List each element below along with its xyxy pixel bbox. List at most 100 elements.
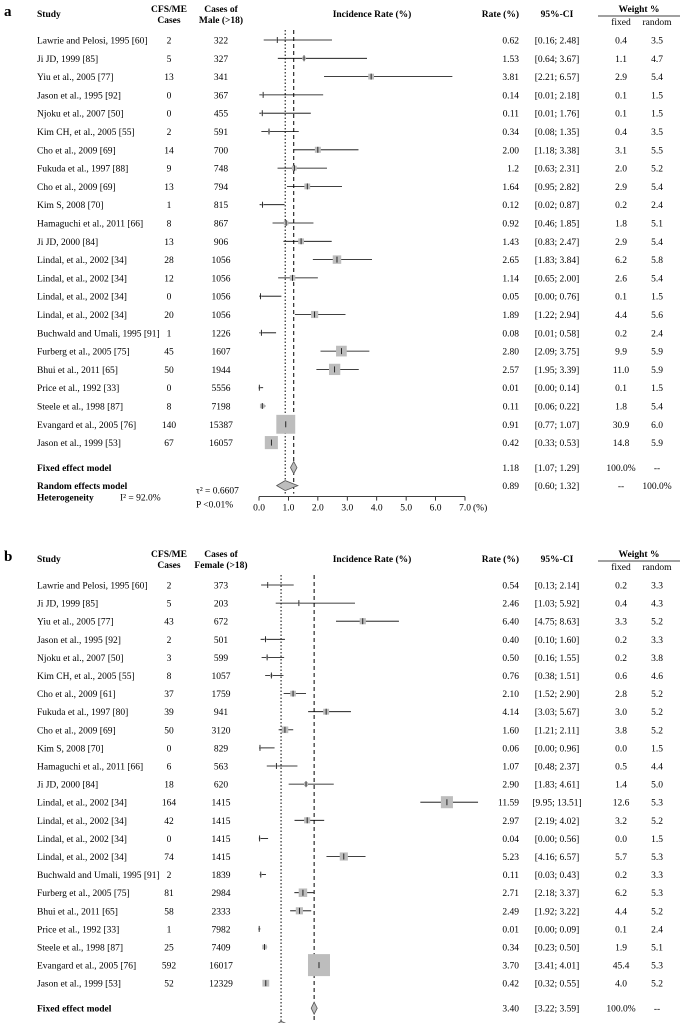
cases-value: 43 xyxy=(164,618,174,628)
cases-value: 2 xyxy=(167,37,172,47)
x-tick-label: 4.0 xyxy=(371,504,383,514)
cases-value: 18 xyxy=(164,781,174,791)
header-ci: 95%-CI xyxy=(541,555,574,565)
cases-value: 0 xyxy=(167,91,172,101)
rate-value: 0.05 xyxy=(502,293,519,303)
header-n: Cases of xyxy=(204,5,238,15)
study-name: Ji JD, 1999 [85] xyxy=(37,55,98,65)
weight-random-value: 2.4 xyxy=(651,329,663,339)
random-effects-ci: [0.60; 1.32] xyxy=(535,482,580,492)
cases-value: 37 xyxy=(164,690,174,700)
weight-fixed-value: 3.8 xyxy=(615,726,627,736)
study-name: Lindal, et al., 2002 [34] xyxy=(37,799,127,809)
rate-value: 0.76 xyxy=(502,672,519,682)
rate-value: 2.80 xyxy=(502,348,519,358)
n-value: 3120 xyxy=(212,726,231,736)
cases-value: 140 xyxy=(162,421,177,431)
study-name: Lindal, et al., 2002 [34] xyxy=(37,817,127,827)
rate-value: 2.90 xyxy=(502,781,519,791)
ci-value: [0.00; 0.14] xyxy=(535,384,580,394)
x-tick-label: 3.0 xyxy=(341,504,353,514)
cases-value: 5 xyxy=(167,55,172,65)
weight-fixed-value: 1.9 xyxy=(615,944,627,954)
rate-value: 2.57 xyxy=(502,366,519,376)
cases-value: 3 xyxy=(167,654,172,664)
rate-value: 0.01 xyxy=(502,925,519,935)
ci-value: [0.33; 0.53] xyxy=(535,439,580,449)
n-value: 501 xyxy=(214,636,229,646)
weight-fixed-value: 0.2 xyxy=(615,871,627,881)
rate-value: 1.89 xyxy=(502,311,519,321)
ci-value: [0.38; 1.51] xyxy=(535,672,580,682)
cases-value: 12 xyxy=(164,274,174,284)
weight-fixed-value: 3.2 xyxy=(615,817,627,827)
cases-value: 8 xyxy=(167,403,172,413)
fixed-effect-ci: [3.22; 3.59] xyxy=(535,1005,580,1015)
study-name: Lindal, et al., 2002 [34] xyxy=(37,274,127,284)
ci-value: [9.95; 13.51] xyxy=(532,799,581,809)
cases-value: 20 xyxy=(164,311,174,321)
n-value: 12329 xyxy=(209,980,233,990)
ci-value: [2.19; 4.02] xyxy=(535,817,580,827)
x-tick-label: 6.0 xyxy=(430,504,442,514)
study-name: Yiu et al., 2005 [77] xyxy=(37,73,114,83)
weight-random-value: 5.3 xyxy=(651,853,663,863)
rate-value: 0.42 xyxy=(502,439,519,449)
study-name: Jason et al., 1999 [53] xyxy=(37,980,121,990)
weight-fixed-value: 2.9 xyxy=(615,183,627,193)
ci-value: [0.48; 2.37] xyxy=(535,763,580,773)
n-value: 1415 xyxy=(212,835,231,845)
cases-value: 74 xyxy=(164,853,174,863)
weight-random-value: 1.5 xyxy=(651,835,663,845)
cases-value: 0 xyxy=(167,384,172,394)
header-cases: Cases xyxy=(157,561,181,571)
study-name: Hamaguchi et al., 2011 [66] xyxy=(37,763,143,773)
weight-fixed-value: 2.0 xyxy=(615,165,627,175)
ci-value: [2.18; 3.37] xyxy=(535,889,580,899)
weight-fixed-value: 2.9 xyxy=(615,73,627,83)
header-n: Male (>18) xyxy=(199,15,243,26)
header-rate: Rate (%) xyxy=(482,9,519,20)
n-value: 815 xyxy=(214,201,229,211)
cases-value: 13 xyxy=(164,238,174,248)
ci-value: [0.95; 2.82] xyxy=(535,183,580,193)
study-name: Bhui et al., 2011 [65] xyxy=(37,907,118,917)
ci-value: [0.13; 2.14] xyxy=(535,582,580,592)
weight-random-value: 2.4 xyxy=(651,201,663,211)
cases-value: 592 xyxy=(162,962,177,972)
rate-value: 0.11 xyxy=(503,403,520,413)
ci-value: [0.01; 0.58] xyxy=(535,329,580,339)
cases-value: 13 xyxy=(164,183,174,193)
x-tick-label: 2.0 xyxy=(312,504,324,514)
ci-value: [0.16; 1.55] xyxy=(535,654,580,664)
cases-value: 42 xyxy=(164,817,174,827)
weight-random-value: 5.8 xyxy=(651,256,663,266)
rate-value: 6.40 xyxy=(502,618,519,628)
n-value: 1415 xyxy=(212,799,231,809)
study-name: Ji JD, 2000 [84] xyxy=(37,781,98,791)
ci-value: [0.00; 0.09] xyxy=(535,925,580,935)
cases-value: 8 xyxy=(167,220,172,230)
header-cases: Cases xyxy=(157,16,181,26)
cases-value: 0 xyxy=(167,110,172,120)
weight-random-value: 5.4 xyxy=(651,274,663,284)
ci-value: [1.83; 4.61] xyxy=(535,781,580,791)
fixed-effect-ci: [1.07; 1.29] xyxy=(535,464,580,474)
study-name: Kim CH, et al., 2005 [55] xyxy=(37,672,135,682)
weight-random-value: 1.5 xyxy=(651,91,663,101)
n-value: 341 xyxy=(214,73,229,83)
ci-value: [0.23; 0.50] xyxy=(535,944,580,954)
ci-value: [0.63; 2.31] xyxy=(535,165,580,175)
rate-value: 0.01 xyxy=(502,384,519,394)
ci-value: [2.21; 6.57] xyxy=(535,73,580,83)
weight-fixed-value: 1.4 xyxy=(615,781,627,791)
n-value: 1057 xyxy=(212,672,231,682)
weight-fixed-value: 0.4 xyxy=(615,37,627,47)
x-tick-label: 5.0 xyxy=(400,504,412,514)
rate-value: 1.64 xyxy=(502,183,519,193)
x-tick-label: 1.0 xyxy=(282,504,294,514)
ci-value: [0.64; 3.67] xyxy=(535,55,580,65)
ci-value: [4.16; 6.57] xyxy=(535,853,580,863)
header-weight: Weight % xyxy=(619,550,660,560)
weight-random-value: 1.5 xyxy=(651,384,663,394)
